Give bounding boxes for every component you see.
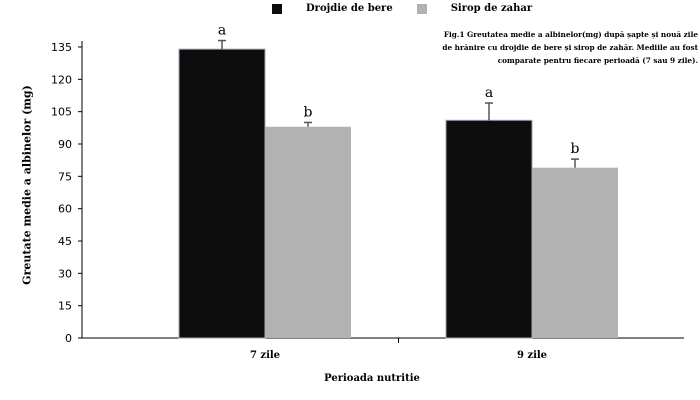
figure-caption: Fig.1 Greutatea medie a albinelor(mg) du… bbox=[442, 30, 698, 65]
y-tick-label: 15 bbox=[58, 300, 72, 313]
y-tick-label: 45 bbox=[58, 235, 72, 248]
y-tick-label: 30 bbox=[58, 267, 72, 280]
y-tick-label: 135 bbox=[51, 41, 72, 54]
y-tick-label: 90 bbox=[58, 138, 72, 151]
x-tick-label: 7 zile bbox=[250, 350, 280, 361]
significance-letter: b bbox=[571, 141, 580, 157]
y-tick-label: 120 bbox=[51, 73, 72, 86]
x-tick-label: 9 zile bbox=[517, 350, 547, 361]
y-tick-label: 105 bbox=[51, 106, 72, 119]
bar bbox=[178, 48, 266, 339]
legend-item-drojdie: Drojdie de bere bbox=[272, 3, 393, 14]
significance-letter: a bbox=[218, 23, 226, 39]
legend: Drojdie de bere Sirop de zahar bbox=[272, 3, 556, 14]
y-tick-label: 0 bbox=[65, 332, 72, 345]
bar bbox=[532, 167, 618, 338]
legend-label-drojdie: Drojdie de bere bbox=[306, 3, 393, 14]
x-axis-title: Perioada nutritie bbox=[324, 373, 420, 384]
y-tick-label: 60 bbox=[58, 203, 72, 216]
y-tick-label: 75 bbox=[58, 170, 72, 183]
legend-swatch-drojdie bbox=[272, 3, 282, 14]
legend-swatch-sirop bbox=[416, 3, 427, 14]
bar bbox=[265, 126, 351, 338]
bar bbox=[445, 119, 533, 339]
legend-label-sirop: Sirop de zahar bbox=[450, 3, 533, 14]
legend-item-sirop: Sirop de zahar bbox=[416, 3, 533, 14]
significance-letter: b bbox=[304, 104, 313, 120]
significance-letter: a bbox=[485, 85, 493, 101]
